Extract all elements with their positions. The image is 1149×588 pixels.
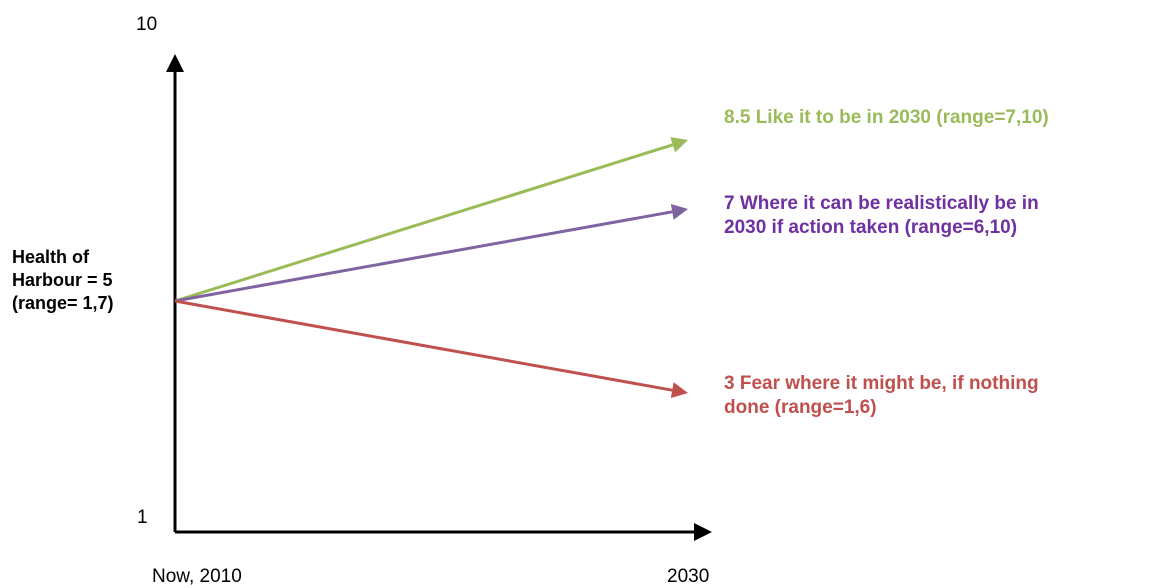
- series-label-red-line-1: 3 Fear where it might be, if nothing: [724, 373, 1039, 394]
- y-tick-top: 10: [136, 14, 158, 35]
- series-line-purple: [174, 210, 673, 303]
- series-label-purple: 7 Where it can be realistically be in 20…: [724, 192, 1039, 240]
- series-label-purple-line-1: 7 Where it can be realistically be in: [724, 193, 1039, 214]
- y-axis-arrowhead: [166, 54, 184, 72]
- series-arrowhead-green: [670, 137, 688, 153]
- series-label-green: 8.5 Like it to be in 2030 (range=7,10): [724, 106, 1049, 130]
- series-arrowhead-purple: [670, 203, 688, 220]
- series-label-purple-line-2: 2030 if action taken (range=6,10): [724, 217, 1018, 238]
- series-line-green: [174, 143, 674, 303]
- start-label-line-3: (range= 1,7): [12, 293, 114, 313]
- y-tick-bottom: 1: [137, 507, 148, 528]
- series-label-green-line-1: 8.5 Like it to be in 2030 (range=7,10): [724, 107, 1049, 128]
- start-label-line-2: Harbour = 5: [12, 270, 113, 290]
- x-tick-end: 2030: [667, 566, 710, 587]
- series-arrowhead-red: [670, 382, 688, 399]
- series-layer: [174, 137, 688, 399]
- series-label-red: 3 Fear where it might be, if nothing don…: [724, 372, 1039, 420]
- series-line-red: [174, 299, 673, 392]
- x-tick-start: Now, 2010: [152, 566, 242, 587]
- x-axis-arrowhead: [694, 523, 712, 541]
- start-label: Health of Harbour = 5 (range= 1,7): [12, 246, 114, 315]
- series-label-red-line-2: done (range=1,6): [724, 397, 877, 418]
- start-label-line-1: Health of: [12, 247, 90, 267]
